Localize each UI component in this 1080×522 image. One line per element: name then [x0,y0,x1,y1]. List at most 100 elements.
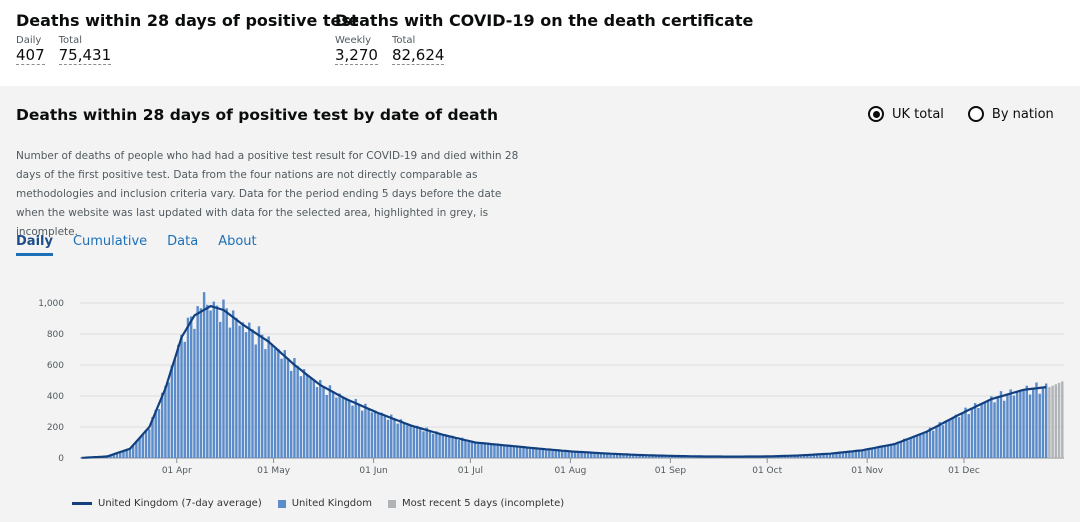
bar [877,446,880,458]
metric-value[interactable]: 75,431 [58,46,112,65]
bar [412,427,416,458]
x-tick-label: 01 Apr [162,466,192,476]
bar [219,321,222,458]
bar [1015,390,1019,458]
bar [128,448,132,458]
y-tick-label: 600 [47,361,64,371]
bar [1022,389,1025,458]
bar [554,450,557,458]
bar [409,424,412,458]
bar [615,454,619,458]
bar [138,437,141,458]
bar [641,455,645,458]
bar [296,365,299,458]
bar [912,435,916,458]
bar [264,349,267,458]
radio-label: By nation [991,106,1054,122]
bar [444,435,448,458]
bar [915,435,919,458]
bar [206,304,209,458]
bar [983,402,987,458]
bar [964,407,967,458]
bar [1032,387,1035,458]
bar [415,425,419,458]
bar [844,452,848,458]
radio-by-nation[interactable]: By nation [967,106,1054,122]
bar [1054,384,1058,458]
radio-uk-total[interactable]: UK total [868,106,944,122]
legend-item-daily: United Kingdom [277,498,372,509]
card-description: Number of deaths of people who had had a… [16,150,519,238]
bar [331,391,335,458]
tab-data[interactable]: Data [167,234,199,249]
bar [189,316,193,458]
bar [157,409,161,458]
bar [867,448,870,458]
bar [893,442,896,458]
area-toggle: UK total By nation [868,106,1054,122]
bar [131,445,135,458]
bar [480,443,483,458]
metric-daily: Daily 407 [16,35,45,65]
bar [425,427,428,458]
bar [225,308,228,458]
bar [619,453,622,458]
bar [306,375,309,458]
bar [470,440,474,458]
tab-about[interactable]: About [218,234,257,249]
bar [967,414,970,458]
tab-cumulative[interactable]: Cumulative [72,234,148,249]
bar [435,431,438,458]
bar [299,376,303,458]
bar [473,442,477,458]
bar [180,334,183,458]
bar [648,455,651,458]
bar [986,401,990,458]
bar [357,404,361,458]
radio-selected-icon[interactable] [868,106,884,122]
bar [548,449,551,458]
tab-daily[interactable]: Daily [16,234,53,256]
bar [438,433,441,458]
bar [419,428,422,458]
bar [977,408,980,458]
bar [657,455,661,458]
bar [393,419,396,458]
bar [486,442,490,458]
bar [796,455,799,458]
x-tick-label: 01 Nov [851,466,884,476]
x-tick-label: 01 May [257,466,291,476]
bar [460,437,464,458]
bar [267,336,270,458]
bar [1035,382,1038,458]
bar [857,450,861,458]
bar [390,414,393,458]
bar [586,452,590,458]
bar [596,453,599,458]
bar [151,417,154,458]
bar [177,344,180,458]
bar [957,417,961,458]
bar [212,301,216,458]
bar [635,455,638,458]
bar [919,433,922,458]
bar [506,445,509,458]
bar [519,447,522,458]
bar [864,449,867,458]
bar [873,447,877,458]
bar [806,454,809,458]
bar-swatch-icon [277,499,286,508]
bar [538,449,541,458]
bar [896,443,899,458]
x-tick-label: 01 Jun [359,466,387,476]
bar [861,450,864,458]
headline-section: Deaths within 28 days of positive test D… [0,0,1080,86]
metric-label: Total [58,35,82,46]
radio-unselected-icon[interactable] [967,106,984,122]
bar [293,357,296,458]
bar [483,444,487,458]
metric-value[interactable]: 3,270 [335,46,378,65]
metric-value[interactable]: 82,624 [391,46,445,65]
metric-value[interactable]: 407 [16,46,45,65]
bar [890,444,893,458]
